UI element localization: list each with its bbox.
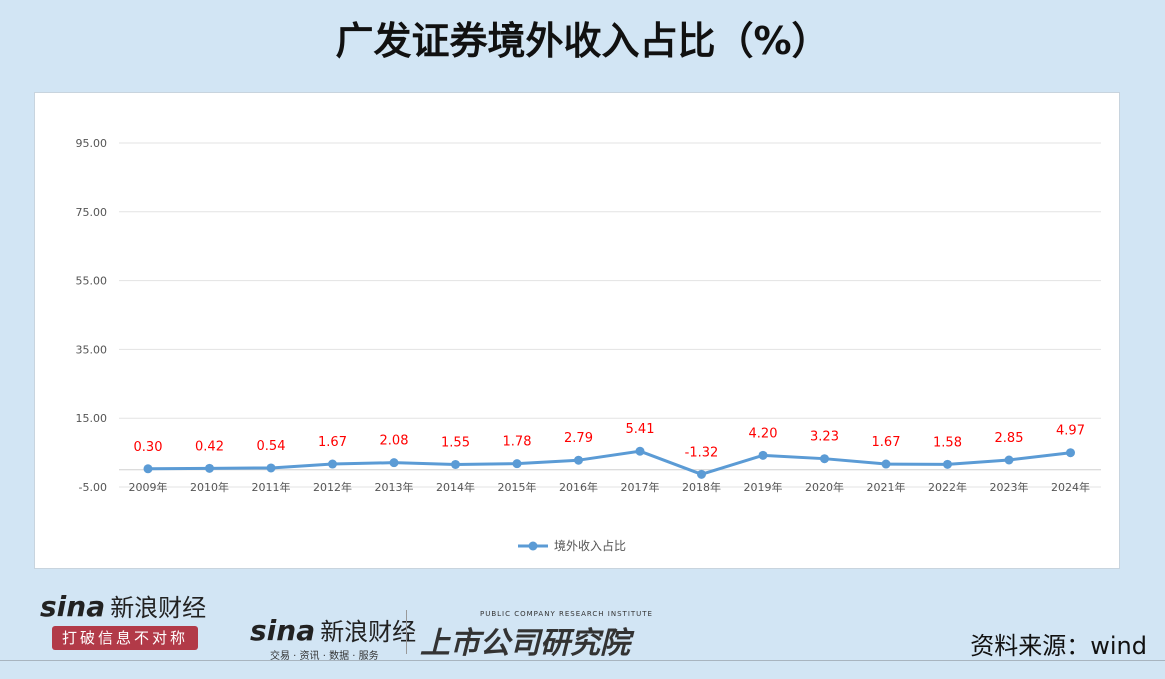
x-tick-label: 2023年: [990, 480, 1029, 494]
data-label: 0.54: [257, 439, 286, 454]
data-label: 2.85: [995, 431, 1024, 446]
x-tick-label: 2009年: [129, 480, 168, 494]
x-tick-label: 2018年: [682, 480, 721, 494]
x-tick-label: 2016年: [559, 480, 598, 494]
x-tick-label: 2011年: [252, 480, 291, 494]
data-label: 5.41: [626, 422, 655, 437]
data-point: [574, 455, 583, 465]
data-label: 0.42: [195, 439, 224, 454]
data-point: [820, 454, 829, 464]
sina-brand: sina: [250, 614, 316, 647]
data-label: 2.79: [564, 431, 593, 446]
logo-sub: 交易 · 资讯 · 数据 · 服务: [270, 651, 379, 662]
data-label: 3.23: [810, 430, 839, 445]
legend-marker: [528, 541, 538, 551]
logo-name: 新浪财经: [110, 594, 207, 622]
logo-en: PUBLIC COMPANY RESEARCH INSTITUTE: [480, 610, 653, 618]
footer-divider: [0, 660, 1165, 661]
x-tick-label: 2022年: [928, 480, 967, 494]
data-point: [389, 458, 399, 468]
source-note: 资料来源：wind: [970, 632, 1147, 660]
x-tick-label: 2019年: [744, 480, 783, 494]
data-point: [758, 450, 768, 460]
x-tick-label: 2014年: [436, 480, 475, 494]
divider: [406, 610, 407, 654]
y-tick-label: 55.00: [76, 275, 108, 288]
data-point: [512, 459, 522, 469]
y-tick-label: 95.00: [76, 137, 108, 150]
page-title: 广发证券境外收入占比（%）: [335, 19, 830, 63]
x-tick-label: 2017年: [621, 480, 660, 494]
data-label: 4.20: [749, 426, 778, 441]
data-point: [451, 459, 460, 469]
data-point: [635, 446, 645, 456]
data-point: [1066, 448, 1075, 458]
y-tick-label: 75.00: [76, 206, 108, 219]
sina-brand: sina: [40, 590, 106, 623]
data-point: [328, 459, 337, 469]
data-point: [1004, 455, 1014, 465]
line-chart: 95.00 75.00 55.00 35.00 15.00 -5.00 0.30 2009年 0…: [76, 137, 1101, 553]
y-tick-label: -5.00: [79, 481, 107, 494]
data-label: -1.32: [685, 445, 719, 460]
x-tick-label: 2020年: [805, 480, 844, 494]
x-tick-label: 2010年: [190, 480, 229, 494]
data-label: 4.97: [1056, 424, 1085, 439]
data-label: 1.55: [441, 435, 470, 450]
data-point: [205, 463, 214, 473]
y-tick-label: 35.00: [76, 343, 108, 356]
x-tick-label: 2021年: [867, 480, 906, 494]
data-point: [266, 463, 276, 473]
data-point: [943, 459, 952, 469]
data-point: [143, 464, 153, 474]
logo-name: 新浪财经: [320, 618, 417, 646]
sina-logo-1: sina 新浪财经 打破信息不对称: [40, 588, 207, 650]
x-tick-label: 2013年: [375, 480, 414, 494]
x-tick-label: 2012年: [313, 480, 352, 494]
x-tick-label: 2015年: [498, 480, 537, 494]
data-label: 1.67: [318, 435, 347, 450]
x-tick-label: 2024年: [1051, 480, 1090, 494]
data-point: [881, 459, 891, 469]
data-label: 0.30: [134, 440, 163, 455]
data-label: 1.58: [933, 435, 962, 450]
data-label: 1.78: [503, 435, 532, 450]
research-institute-logo: PUBLIC COMPANY RESEARCH INSTITUTE 上市公司研究…: [420, 610, 653, 662]
series-line: [147, 449, 1071, 476]
slogan-badge: 打破信息不对称: [52, 626, 199, 650]
y-tick-label: 15.00: [76, 412, 108, 425]
data-point: [697, 469, 706, 479]
chart-panel: 95.00 75.00 55.00 35.00 15.00 -5.00 0.30 2009年 0…: [34, 92, 1120, 569]
sina-logo-2: sina 新浪财经 交易 · 资讯 · 数据 · 服务: [250, 612, 416, 662]
data-label: 2.08: [380, 434, 409, 449]
legend-label: 境外收入占比: [554, 538, 626, 553]
logo-cn: 上市公司研究院: [420, 626, 630, 661]
data-label: 1.67: [872, 435, 901, 450]
